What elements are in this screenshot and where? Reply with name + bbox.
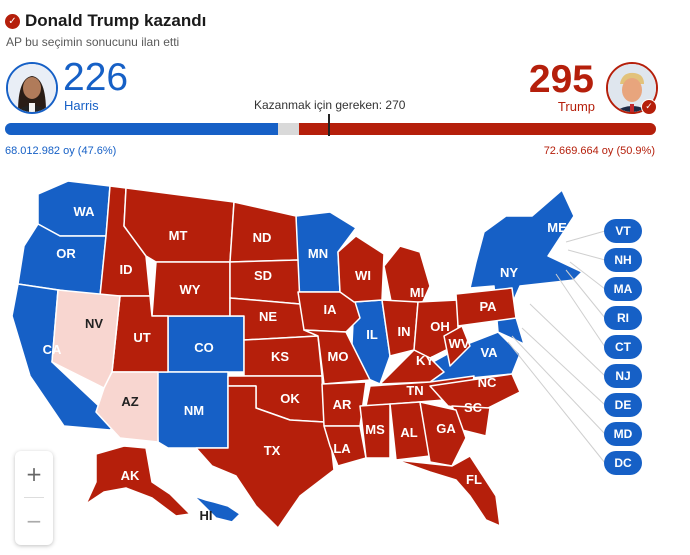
pill-NJ[interactable]: NJ [604, 364, 642, 388]
label-IA: IA [324, 302, 338, 317]
label-WY: WY [180, 282, 201, 297]
winner-check-icon: ✓ [641, 99, 657, 115]
state-LA[interactable] [323, 425, 367, 467]
harris-bar-segment [5, 123, 279, 135]
pill-CT[interactable]: CT [604, 335, 642, 359]
label-UT: UT [133, 330, 150, 345]
zoom-out-button[interactable]: − [25, 509, 43, 533]
state-MS[interactable] [359, 403, 391, 459]
state-FL[interactable] [395, 455, 501, 527]
state-PA[interactable] [455, 287, 517, 327]
label-NY: NY [500, 265, 518, 280]
label-TN: TN [406, 383, 423, 398]
label-KS: KS [271, 349, 289, 364]
state-HI[interactable] [193, 495, 241, 523]
label-AZ: AZ [121, 394, 138, 409]
svg-text:MA: MA [614, 282, 633, 296]
label-CA: CA [43, 342, 62, 357]
label-WI: WI [355, 268, 371, 283]
pill-NH[interactable]: NH [604, 248, 642, 272]
pill-MA[interactable]: MA [604, 277, 642, 301]
label-MT: MT [169, 228, 188, 243]
label-ND: ND [253, 230, 272, 245]
page-subtitle: AP bu seçimin sonucunu ilan etti [6, 35, 180, 49]
state-MO[interactable] [303, 329, 371, 385]
label-GA: GA [436, 421, 456, 436]
label-ME: ME [547, 220, 567, 235]
trump-bar-segment [299, 123, 656, 135]
label-WA: WA [74, 204, 96, 219]
harris-avatar [6, 62, 58, 114]
label-AR: AR [333, 397, 352, 412]
label-LA: LA [333, 441, 351, 456]
label-MN: MN [308, 246, 328, 261]
state-TX[interactable] [195, 385, 335, 529]
svg-text:RI: RI [617, 311, 629, 325]
check-circle-icon: ✓ [5, 13, 20, 29]
trump-name: Trump [557, 99, 595, 114]
label-MO: MO [328, 349, 349, 364]
trump-popular-vote: 72.669.664 oy (50.9%) [543, 145, 655, 157]
svg-text:NJ: NJ [615, 369, 630, 383]
zoom-control: + − [15, 451, 53, 545]
threshold-marker [328, 114, 330, 136]
label-TX: TX [264, 443, 281, 458]
harris-electoral-votes: 226 [63, 56, 129, 99]
title-row: ✓ Donald Trump kazandı [5, 11, 206, 31]
label-SC: SC [464, 400, 483, 415]
pill-MD[interactable]: MD [604, 422, 642, 446]
label-PA: PA [479, 299, 497, 314]
us-election-map: WA OR CA NV ID MT WY UT AZ CO NM ND SD N… [11, 180, 642, 529]
label-OK: OK [280, 391, 300, 406]
threshold-label: Kazanmak için gereken: 270 [254, 98, 406, 112]
label-VA: VA [480, 345, 498, 360]
page-title: Donald Trump kazandı [25, 11, 207, 30]
label-WV: WV [449, 336, 470, 351]
state-WV[interactable] [443, 325, 471, 367]
harris-popular-vote: 68.012.982 oy (47.6%) [5, 145, 117, 157]
label-MS: MS [365, 422, 385, 437]
label-NC: NC [478, 375, 497, 390]
svg-text:CT: CT [615, 340, 632, 354]
state-GA[interactable] [419, 401, 467, 467]
state-AZ[interactable] [95, 371, 159, 443]
label-SD: SD [254, 268, 272, 283]
results-header: ✓ Donald Trump kazandı AP bu seçimin son… [0, 0, 690, 175]
small-state-pills: VT NH MA RI CT NJ DE MD DC [604, 219, 642, 475]
label-AL: AL [400, 425, 417, 440]
pill-RI[interactable]: RI [604, 306, 642, 330]
label-FL: FL [466, 472, 482, 487]
pill-VT[interactable]: VT [604, 219, 642, 243]
pill-DC[interactable]: DC [604, 451, 642, 475]
label-NE: NE [259, 309, 277, 324]
svg-text:DE: DE [615, 398, 632, 412]
electoral-vote-bar [5, 123, 656, 135]
svg-text:DC: DC [614, 456, 632, 470]
label-IN: IN [398, 324, 411, 339]
trump-avatar [606, 62, 658, 114]
label-NM: NM [184, 403, 204, 418]
svg-text:NH: NH [614, 253, 631, 267]
label-OH: OH [430, 319, 450, 334]
label-CO: CO [194, 340, 214, 355]
label-AK: AK [121, 468, 140, 483]
label-IL: IL [366, 327, 378, 342]
zoom-in-button[interactable]: + [25, 462, 43, 486]
pill-DE[interactable]: DE [604, 393, 642, 417]
state-NC[interactable] [429, 373, 521, 413]
zoom-divider [24, 497, 44, 498]
label-MI: MI [410, 285, 424, 300]
svg-text:VT: VT [615, 224, 631, 238]
svg-text:MD: MD [614, 427, 633, 441]
label-ID: ID [120, 262, 133, 277]
state-labels: WA OR CA NV ID MT WY UT AZ CO NM ND SD N… [43, 204, 567, 523]
state-AK[interactable] [85, 445, 191, 517]
trump-electoral-votes: 295 [528, 58, 594, 101]
label-NV: NV [85, 316, 103, 331]
small-state-leaders [507, 230, 606, 464]
label-OR: OR [56, 246, 76, 261]
label-HI: HI [200, 508, 213, 523]
label-KY: KY [416, 353, 434, 368]
harris-name: Harris [64, 98, 99, 113]
